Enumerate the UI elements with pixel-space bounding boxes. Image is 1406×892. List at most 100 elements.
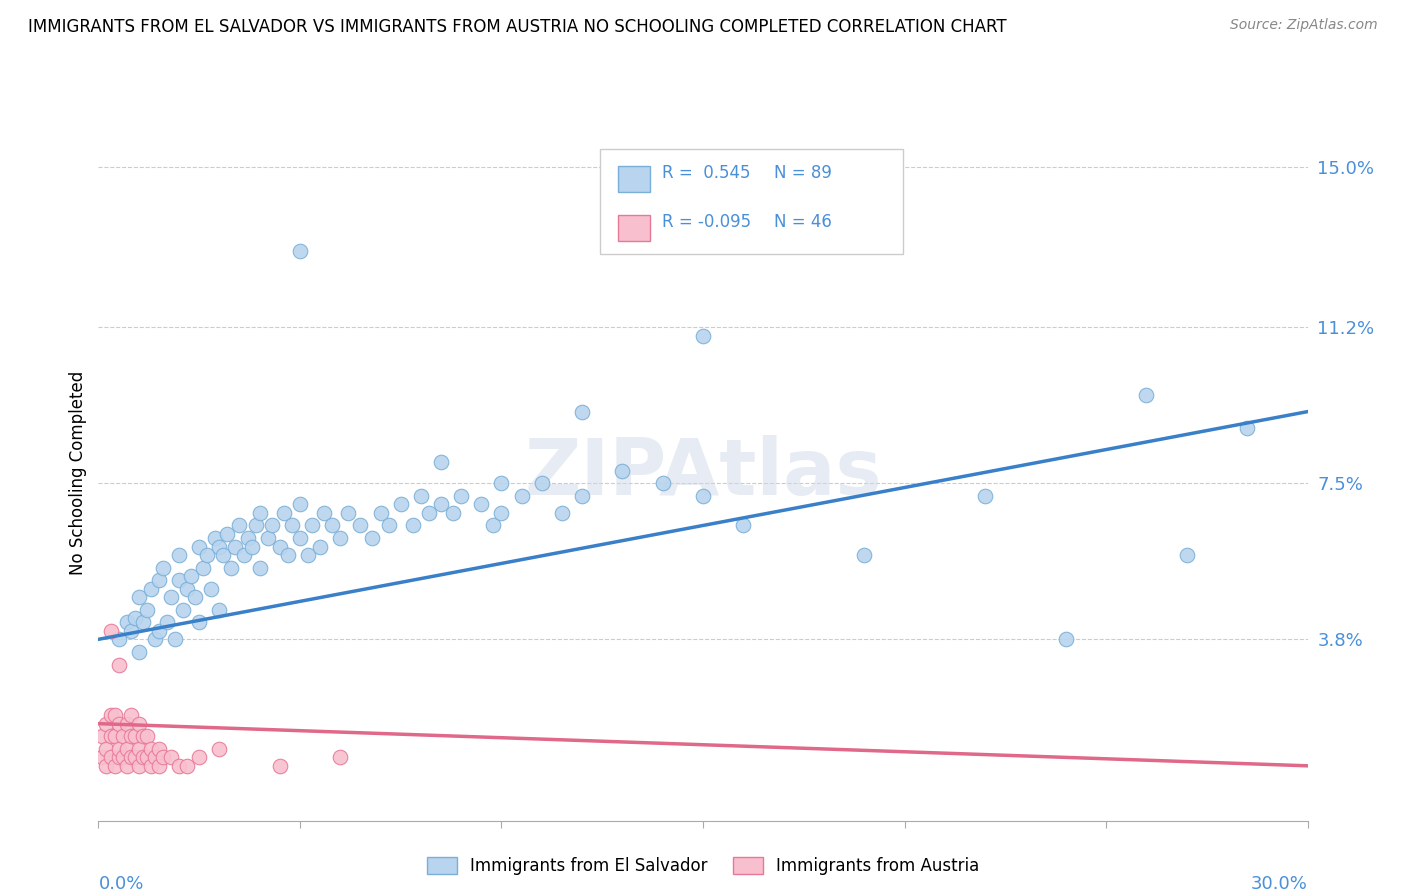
- Point: [124, 729, 146, 743]
- Point: [103, 759, 125, 773]
- Point: [430, 497, 453, 511]
- Point: [132, 615, 155, 630]
- Point: [1236, 421, 1258, 435]
- Point: [148, 574, 170, 588]
- FancyBboxPatch shape: [600, 149, 903, 253]
- Point: [128, 645, 150, 659]
- Point: [103, 729, 125, 743]
- Point: [100, 708, 122, 723]
- Text: R = -0.095: R = -0.095: [662, 212, 751, 231]
- Point: [156, 615, 179, 630]
- Point: [115, 615, 138, 630]
- Point: [152, 560, 174, 574]
- Point: [188, 540, 211, 554]
- Point: [692, 489, 714, 503]
- Text: ZIPAtlas: ZIPAtlas: [524, 434, 882, 511]
- Point: [172, 603, 194, 617]
- Point: [733, 518, 755, 533]
- Point: [232, 548, 254, 562]
- Point: [228, 518, 250, 533]
- Point: [139, 742, 162, 756]
- Point: [441, 506, 464, 520]
- FancyBboxPatch shape: [619, 166, 650, 192]
- Point: [329, 531, 352, 545]
- Point: [551, 506, 574, 520]
- Point: [314, 506, 336, 520]
- Text: N = 89: N = 89: [775, 164, 832, 182]
- Point: [612, 464, 634, 478]
- Point: [100, 729, 122, 743]
- Point: [269, 540, 291, 554]
- Point: [96, 716, 118, 731]
- Point: [212, 548, 235, 562]
- Point: [1054, 632, 1077, 647]
- Point: [329, 750, 352, 764]
- Point: [128, 716, 150, 731]
- Point: [160, 750, 183, 764]
- Point: [120, 624, 142, 638]
- Point: [176, 582, 198, 596]
- Point: [297, 548, 319, 562]
- FancyBboxPatch shape: [619, 215, 650, 241]
- Point: [530, 476, 553, 491]
- Point: [651, 476, 673, 491]
- Point: [221, 560, 243, 574]
- Point: [176, 759, 198, 773]
- Point: [249, 560, 271, 574]
- Point: [974, 489, 997, 503]
- Point: [107, 716, 129, 731]
- Point: [256, 531, 278, 545]
- Point: [853, 548, 876, 562]
- Point: [349, 518, 371, 533]
- Point: [115, 716, 138, 731]
- Point: [167, 548, 190, 562]
- Point: [167, 759, 190, 773]
- Text: N = 46: N = 46: [775, 212, 832, 231]
- Point: [132, 729, 155, 743]
- Point: [100, 624, 122, 638]
- Point: [139, 759, 162, 773]
- Point: [139, 582, 162, 596]
- Point: [135, 729, 157, 743]
- Point: [111, 729, 134, 743]
- Point: [143, 632, 166, 647]
- Point: [1175, 548, 1198, 562]
- Point: [288, 497, 311, 511]
- Point: [124, 611, 146, 625]
- Point: [193, 560, 215, 574]
- Point: [409, 489, 432, 503]
- Point: [120, 708, 142, 723]
- Point: [430, 455, 453, 469]
- Point: [418, 506, 440, 520]
- Point: [208, 603, 231, 617]
- Point: [148, 742, 170, 756]
- Point: [273, 506, 295, 520]
- Point: [510, 489, 533, 503]
- Point: [148, 624, 170, 638]
- Point: [120, 750, 142, 764]
- Point: [184, 590, 207, 604]
- Point: [91, 750, 114, 764]
- Point: [208, 742, 231, 756]
- Point: [96, 759, 118, 773]
- Text: IMMIGRANTS FROM EL SALVADOR VS IMMIGRANTS FROM AUSTRIA NO SCHOOLING COMPLETED CO: IMMIGRANTS FROM EL SALVADOR VS IMMIGRANT…: [28, 18, 1007, 36]
- Point: [195, 548, 218, 562]
- Point: [277, 548, 299, 562]
- Point: [111, 750, 134, 764]
- Point: [224, 540, 246, 554]
- Point: [135, 750, 157, 764]
- Point: [96, 742, 118, 756]
- Point: [389, 497, 412, 511]
- Point: [103, 708, 125, 723]
- Point: [321, 518, 343, 533]
- Point: [236, 531, 259, 545]
- Point: [115, 759, 138, 773]
- Point: [288, 244, 311, 259]
- Point: [377, 518, 399, 533]
- Point: [402, 518, 425, 533]
- Point: [91, 729, 114, 743]
- Point: [128, 590, 150, 604]
- Y-axis label: No Schooling Completed: No Schooling Completed: [69, 371, 87, 574]
- Point: [107, 750, 129, 764]
- Point: [260, 518, 283, 533]
